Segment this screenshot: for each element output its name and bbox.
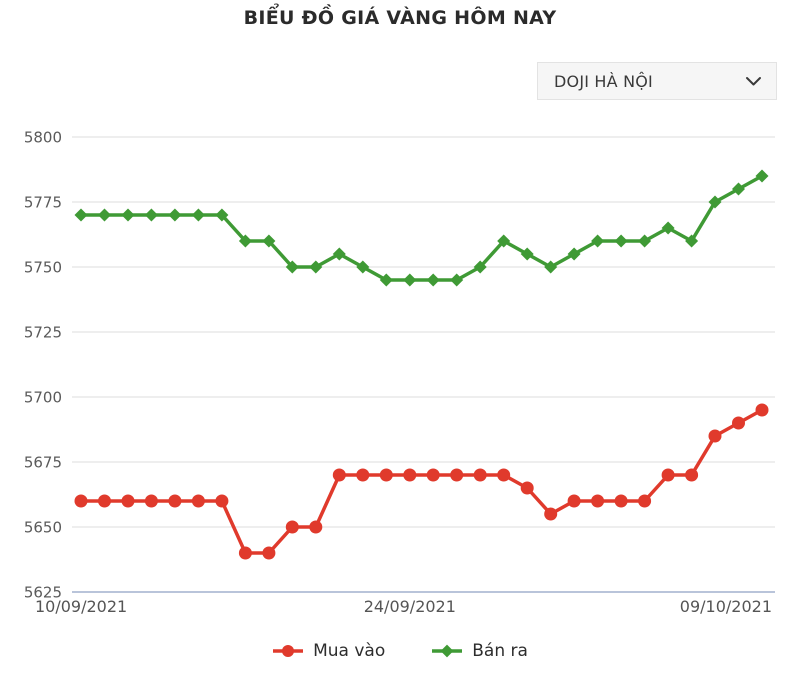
y-tick-label: 5750	[24, 258, 62, 276]
x-tick-label: 10/09/2021	[35, 597, 127, 616]
data-point-marker[interactable]	[191, 494, 205, 508]
data-point-marker[interactable]	[168, 208, 182, 222]
data-point-marker[interactable]	[144, 208, 158, 222]
y-tick-label: 5800	[24, 128, 62, 146]
data-point-marker[interactable]	[591, 234, 605, 248]
data-point-marker[interactable]	[238, 546, 252, 560]
data-point-marker[interactable]	[426, 468, 440, 482]
data-point-marker[interactable]	[661, 468, 675, 482]
data-point-marker[interactable]	[403, 273, 417, 287]
buy-series-marker-icon	[273, 645, 304, 657]
data-point-marker[interactable]	[685, 234, 699, 248]
data-point-marker[interactable]	[708, 429, 722, 443]
data-point-marker[interactable]	[544, 260, 558, 274]
data-point-marker[interactable]	[356, 468, 370, 482]
data-point-marker[interactable]	[497, 468, 511, 482]
y-tick-label: 5700	[24, 388, 62, 406]
data-point-marker[interactable]	[74, 208, 88, 222]
data-point-marker[interactable]	[309, 260, 323, 274]
data-point-marker[interactable]	[379, 273, 393, 287]
data-point-marker[interactable]	[450, 468, 464, 482]
data-point-marker[interactable]	[567, 247, 581, 261]
x-tick-label: 24/09/2021	[364, 597, 456, 616]
series-line-bán-ra	[81, 174, 763, 282]
data-point-marker[interactable]	[755, 169, 769, 183]
provider-select[interactable]: DOJI HÀ NỘI	[537, 62, 777, 100]
provider-select-value: DOJI HÀ NỘI	[554, 71, 653, 91]
data-point-marker[interactable]	[97, 208, 112, 222]
data-point-marker[interactable]	[638, 494, 652, 508]
data-point-marker[interactable]	[591, 494, 605, 508]
data-point-marker[interactable]	[403, 468, 417, 482]
data-point-marker[interactable]	[755, 403, 769, 417]
data-point-marker[interactable]	[661, 221, 675, 235]
legend-label: Mua vào	[313, 641, 386, 661]
y-tick-label: 5650	[24, 518, 62, 536]
legend-label: Bán ra	[472, 641, 528, 661]
data-point-marker[interactable]	[215, 494, 229, 508]
data-point-marker[interactable]	[262, 546, 276, 560]
y-tick-label: 5675	[24, 453, 62, 471]
data-point-marker[interactable]	[450, 273, 464, 287]
data-point-marker[interactable]	[731, 182, 746, 196]
data-point-marker[interactable]	[426, 273, 440, 287]
chevron-down-icon	[746, 76, 761, 85]
data-point-marker[interactable]	[144, 494, 158, 508]
data-point-marker[interactable]	[309, 520, 323, 534]
legend-item-sell[interactable]: Bán ra	[431, 641, 528, 661]
data-point-marker[interactable]	[685, 468, 699, 482]
data-point-marker[interactable]	[567, 494, 581, 508]
y-tick-label: 5625	[24, 583, 62, 601]
sell-series-marker-icon	[432, 644, 463, 658]
x-tick-label: 09/10/2021	[680, 597, 772, 616]
data-point-marker[interactable]	[98, 494, 111, 508]
data-point-marker[interactable]	[473, 468, 487, 482]
data-point-marker[interactable]	[332, 468, 346, 482]
data-point-marker[interactable]	[520, 247, 534, 261]
data-point-marker[interactable]	[614, 494, 628, 508]
data-point-marker[interactable]	[614, 234, 628, 248]
data-point-marker[interactable]	[74, 494, 88, 508]
data-point-marker[interactable]	[121, 494, 135, 508]
data-point-marker[interactable]	[285, 260, 299, 274]
data-point-marker[interactable]	[191, 208, 205, 222]
y-tick-label: 5775	[24, 193, 62, 211]
data-point-marker[interactable]	[356, 260, 370, 274]
data-point-marker[interactable]	[520, 481, 534, 495]
data-point-marker[interactable]	[473, 260, 487, 274]
data-point-marker[interactable]	[732, 416, 745, 430]
chart-legend: Mua vào Bán ra	[0, 641, 800, 661]
data-point-marker[interactable]	[168, 494, 182, 508]
data-point-marker[interactable]	[544, 507, 558, 521]
data-point-marker[interactable]	[121, 208, 135, 222]
page-title: BIỂU ĐỒ GIÁ VÀNG HÔM NAY	[243, 7, 557, 29]
legend-item-buy[interactable]: Mua vào	[272, 641, 385, 661]
data-point-marker[interactable]	[332, 247, 346, 261]
gold-price-chart: 5625 5650 5675 5700 5725 5750 5775 5800 10/09/20…	[24, 128, 775, 616]
data-point-marker[interactable]	[285, 520, 299, 534]
data-point-marker[interactable]	[638, 234, 652, 248]
data-point-marker[interactable]	[379, 468, 393, 482]
series-line-mua-vào	[81, 408, 763, 555]
y-tick-label: 5725	[24, 323, 62, 341]
